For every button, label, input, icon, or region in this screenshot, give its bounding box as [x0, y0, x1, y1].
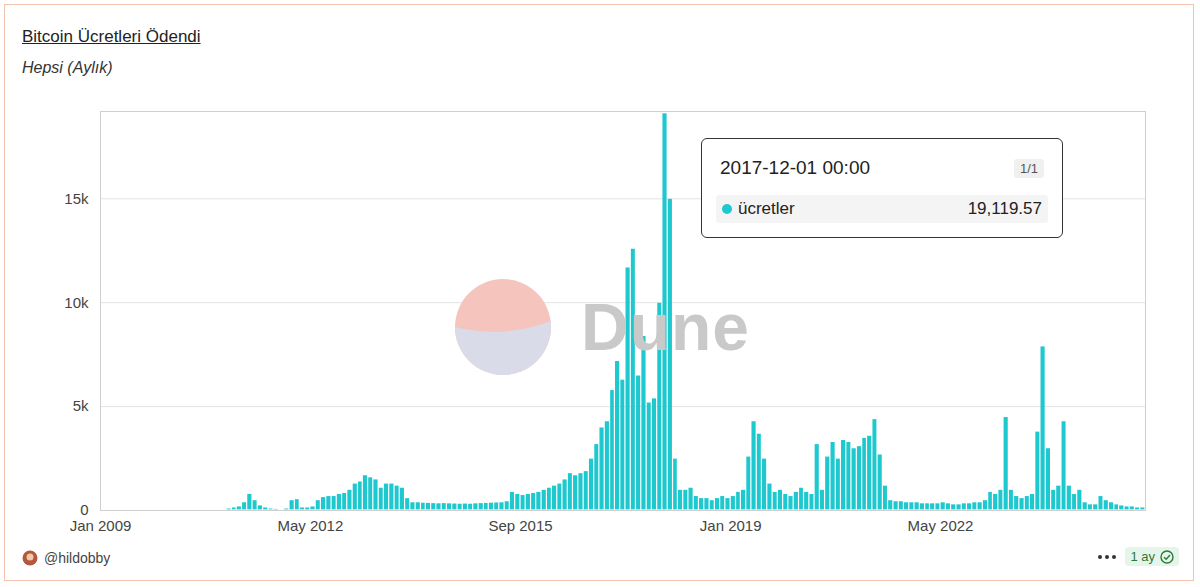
html-text:19,119.57: 19,119.57 [967, 199, 1042, 218]
svg-text:Jan 2009: Jan 2009 [70, 517, 132, 534]
html-text:Hepsi (Aylık): Hepsi (Aylık) [22, 59, 113, 76]
svg-text:Jan 2019: Jan 2019 [700, 517, 762, 534]
html-text:2017-12-01 00:00: 2017-12-01 00:00 [720, 157, 870, 178]
svg-text:May 2022: May 2022 [908, 517, 974, 534]
html-text:1 ay: 1 ay [1130, 549, 1155, 564]
html-text:ücretler: ücretler [738, 199, 795, 218]
html-text:1/1: 1/1 [1019, 161, 1038, 176]
svg-text:May 2012: May 2012 [277, 517, 343, 534]
svg-text:15k: 15k [64, 190, 89, 207]
svg-text:5k: 5k [73, 397, 89, 414]
html-text:@hildobby: @hildobby [44, 550, 111, 566]
html-text:Dune: Dune [581, 290, 750, 364]
svg-text:Sep 2015: Sep 2015 [488, 517, 552, 534]
svg-text:10k: 10k [64, 293, 89, 310]
svg-text:0: 0 [80, 501, 88, 518]
html-text:Bitcoin Ücretleri Ödendi: Bitcoin Ücretleri Ödendi [22, 27, 201, 46]
